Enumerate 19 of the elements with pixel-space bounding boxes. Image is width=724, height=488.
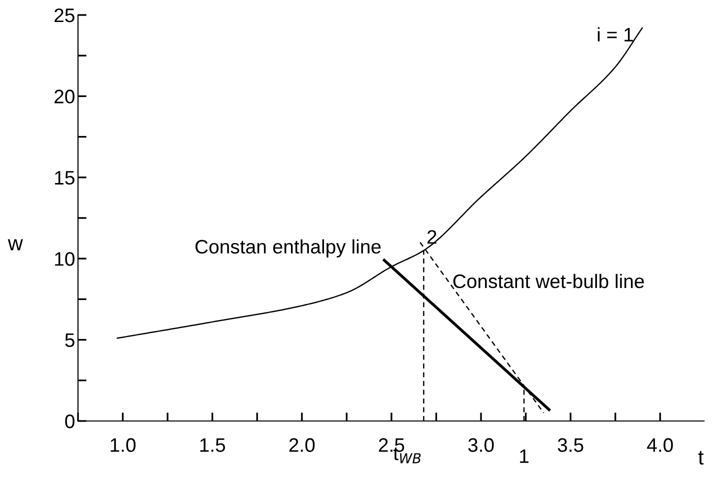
x-tick-label: 1.0 xyxy=(110,438,136,452)
annotation: 1 xyxy=(520,449,528,463)
annotation: i = 1 xyxy=(598,27,633,42)
y-tick-label: 5 xyxy=(65,333,74,348)
annotation: Constan enthalpy line xyxy=(195,239,381,258)
y-tick-label: 20 xyxy=(54,90,74,104)
y-tick-label: 15 xyxy=(55,171,74,185)
x-tick-label: 4.0 xyxy=(647,438,673,452)
x-tick-label: 3.5 xyxy=(558,438,584,452)
y-tick-label: 10 xyxy=(55,252,74,266)
y-tick-label: 0 xyxy=(65,414,74,428)
annotation: Constant wet-bulb line xyxy=(453,274,644,288)
y-tick-label: 25 xyxy=(54,8,74,22)
x-tick-label: 3.0 xyxy=(468,438,494,452)
x-axis-title: t xyxy=(698,451,704,465)
x-tick-label: 2.0 xyxy=(289,438,315,452)
annotation: 2 xyxy=(427,230,436,244)
y-axis-title: w xyxy=(8,239,23,250)
x-tick-label: 1.5 xyxy=(200,438,226,452)
